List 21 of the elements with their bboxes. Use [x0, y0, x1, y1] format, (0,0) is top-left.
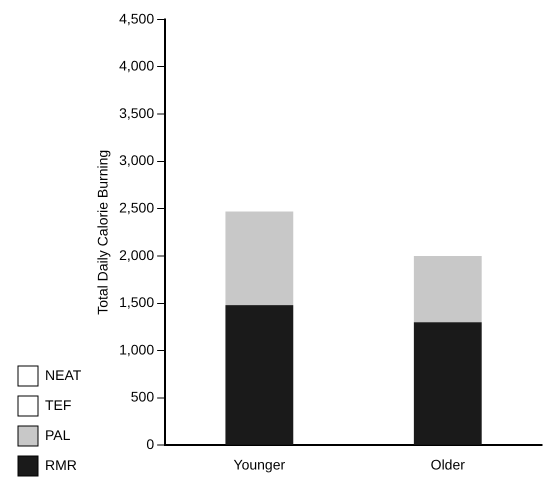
- x-tick-label: Younger: [234, 456, 286, 472]
- y-axis-title: Total Daily Calorie Burning: [94, 150, 111, 315]
- y-tick-label: 1,500: [119, 294, 154, 310]
- legend-label: NEAT: [45, 366, 82, 383]
- legend-label: PAL: [45, 426, 71, 443]
- bar: [225, 305, 294, 445]
- x-tick-label: Older: [430, 456, 466, 472]
- y-tick-label: 4,000: [119, 58, 154, 74]
- y-tick-label: 2,500: [119, 200, 154, 216]
- legend-label: RMR: [45, 456, 77, 473]
- y-tick-label: 4,500: [119, 10, 154, 26]
- y-tick-label: 500: [130, 388, 154, 405]
- y-tick-label: 3,000: [119, 152, 154, 168]
- y-tick-label: 2,000: [119, 246, 154, 263]
- bar: [414, 256, 482, 322]
- y-tick-label: 1,000: [119, 341, 154, 358]
- bar: [225, 211, 294, 306]
- y-tick-label: 0: [146, 436, 154, 452]
- legend-label: TEF: [45, 396, 72, 413]
- bar: [414, 322, 482, 445]
- y-tick-label: 3,500: [119, 104, 154, 121]
